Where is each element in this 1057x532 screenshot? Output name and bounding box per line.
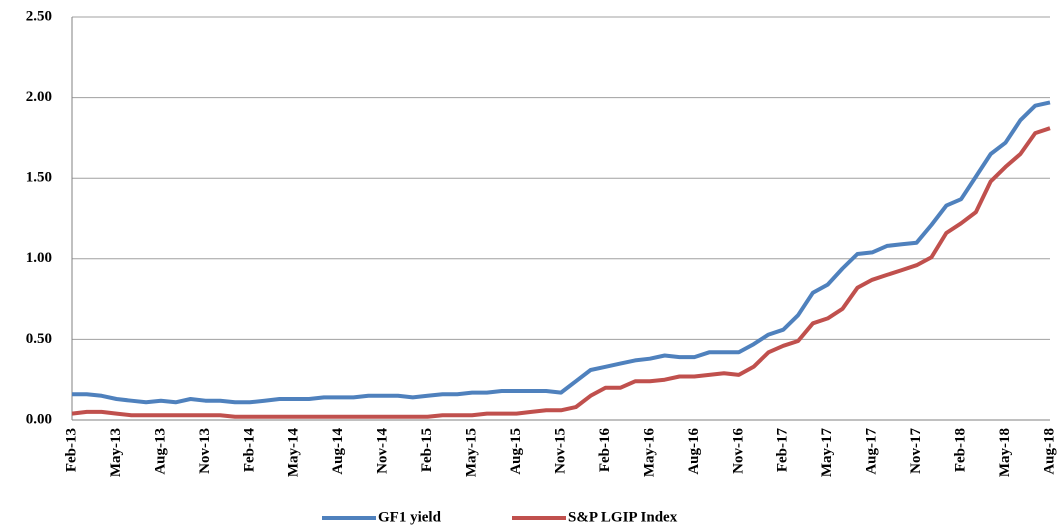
x-tick-label: Aug-14 — [330, 428, 346, 475]
x-tick-label: May-14 — [286, 428, 302, 478]
series-line — [72, 100, 1051, 405]
x-tick-label: Nov-13 — [197, 428, 213, 474]
x-tick-label: Nov-16 — [730, 428, 746, 474]
x-tick-label: May-18 — [997, 428, 1013, 477]
x-tick-label: Feb-17 — [775, 428, 791, 473]
series-line — [71, 126, 1051, 419]
x-tick-label: Nov-15 — [552, 428, 568, 474]
x-tick-label: Feb-14 — [241, 428, 257, 473]
y-tick-label: 1.50 — [26, 170, 52, 186]
x-tick-label: May-17 — [819, 428, 835, 478]
x-tick-label: May-15 — [464, 428, 480, 477]
x-tick-label: Nov-14 — [375, 428, 391, 474]
y-tick-label: 1.00 — [26, 250, 52, 266]
x-tick-label: Aug-16 — [686, 428, 702, 475]
y-tick-label: 0.00 — [26, 411, 52, 427]
x-tick-label: Aug-18 — [1041, 428, 1057, 475]
legend-label: GF1 yield — [378, 509, 442, 525]
x-tick-label: Feb-15 — [419, 428, 435, 472]
y-tick-label: 2.50 — [26, 8, 52, 24]
x-tick-label: May-13 — [108, 428, 124, 477]
x-tick-label: Feb-13 — [63, 428, 79, 472]
x-tick-label: Feb-16 — [597, 428, 613, 473]
x-tick-label: Nov-17 — [908, 428, 924, 474]
legend-label: S&P LGIP Index — [568, 509, 678, 525]
x-tick-label: Aug-13 — [152, 428, 168, 475]
y-tick-label: 2.00 — [26, 89, 52, 105]
x-tick-label: Aug-17 — [864, 428, 880, 475]
y-tick-label: 0.50 — [26, 331, 52, 347]
x-tick-label: May-16 — [641, 428, 657, 478]
x-tick-label: Aug-15 — [508, 428, 524, 475]
x-tick-label: Feb-18 — [953, 428, 969, 472]
